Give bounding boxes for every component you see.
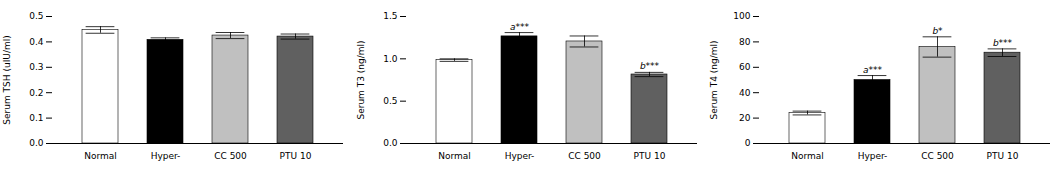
- svg-text:0.2: 0.2: [29, 88, 43, 98]
- svg-text:60: 60: [739, 62, 751, 72]
- svg-text:0.1: 0.1: [29, 113, 43, 123]
- svg-text:PTU 10: PTU 10: [987, 151, 1019, 161]
- svg-text:b*: b*: [933, 26, 944, 36]
- svg-text:b***: b***: [993, 38, 1013, 48]
- svg-text:Normal: Normal: [84, 151, 117, 161]
- svg-text:0: 0: [745, 138, 751, 148]
- svg-text:Normal: Normal: [792, 151, 825, 161]
- svg-text:Serum T3 (ng/ml): Serum T3 (ng/ml): [356, 40, 366, 119]
- svg-text:1.5: 1.5: [383, 11, 397, 21]
- svg-text:Hyper-: Hyper-: [504, 151, 534, 161]
- svg-text:20: 20: [739, 113, 751, 123]
- svg-text:CC 500: CC 500: [922, 151, 955, 161]
- svg-text:0.0: 0.0: [383, 138, 398, 148]
- svg-text:CC 500: CC 500: [568, 151, 601, 161]
- svg-text:0.4: 0.4: [29, 37, 44, 47]
- svg-text:1.0: 1.0: [383, 54, 398, 64]
- svg-text:Hyper-: Hyper-: [151, 151, 181, 161]
- svg-text:0.0: 0.0: [29, 138, 44, 148]
- svg-text:b***: b***: [640, 61, 660, 71]
- svg-text:CC 500: CC 500: [214, 151, 247, 161]
- svg-text:Serum T4 (ng/ml): Serum T4 (ng/ml): [709, 40, 719, 119]
- svg-text:0.5: 0.5: [383, 96, 397, 106]
- svg-text:PTU 10: PTU 10: [280, 151, 312, 161]
- svg-text:a***: a***: [510, 22, 530, 32]
- svg-text:Serum TSH (uIU/ml): Serum TSH (uIU/ml): [2, 35, 12, 124]
- svg-text:Normal: Normal: [438, 151, 471, 161]
- svg-text:0.3: 0.3: [29, 62, 43, 72]
- svg-text:40: 40: [739, 88, 751, 98]
- svg-text:PTU 10: PTU 10: [633, 151, 665, 161]
- svg-text:80: 80: [739, 37, 751, 47]
- svg-text:0.5: 0.5: [29, 11, 43, 21]
- svg-text:Hyper-: Hyper-: [858, 151, 888, 161]
- svg-text:100: 100: [734, 11, 751, 21]
- svg-text:a***: a***: [863, 65, 883, 75]
